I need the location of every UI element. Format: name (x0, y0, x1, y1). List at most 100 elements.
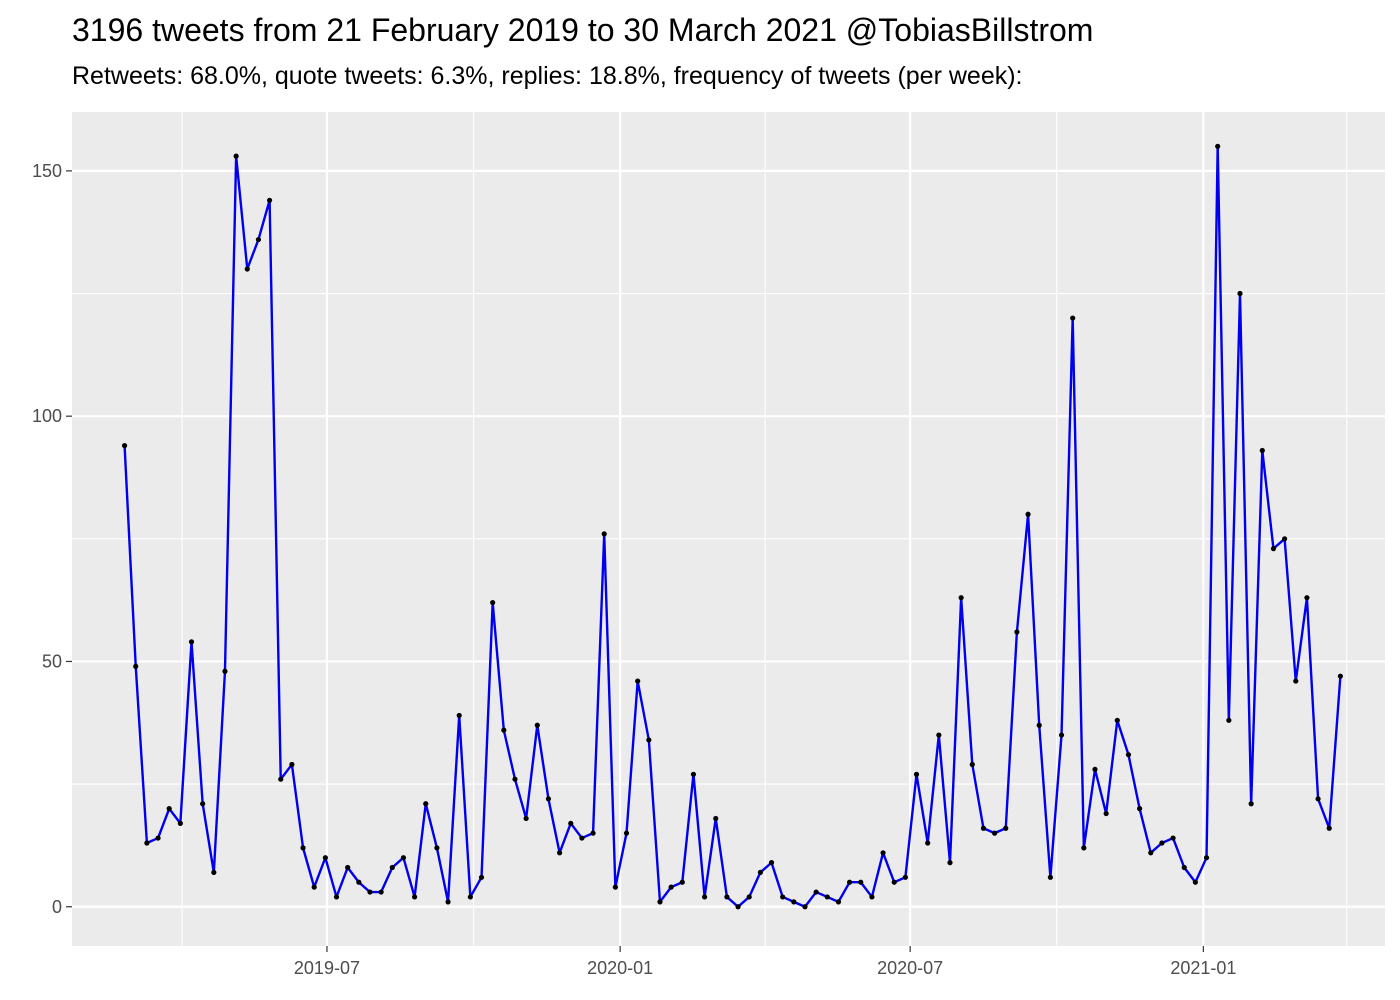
major-gridlines (72, 112, 1385, 946)
data-point (768, 860, 775, 866)
data-point (635, 678, 641, 684)
data-point (1259, 447, 1265, 454)
data-point (1025, 511, 1031, 517)
data-point (1058, 732, 1065, 738)
data-point (367, 889, 373, 895)
data-point (200, 801, 206, 807)
data-point (333, 894, 340, 900)
data-point (847, 879, 853, 885)
data-point (713, 815, 719, 822)
data-point (791, 899, 797, 905)
data-point (1159, 840, 1165, 846)
y-tick-label: 100 (32, 406, 62, 426)
series-line (123, 145, 1342, 908)
data-point (1248, 801, 1254, 807)
series-tweets-per-week (123, 145, 1342, 908)
data-point (668, 884, 674, 890)
data-point (411, 894, 418, 900)
data-point (255, 236, 262, 243)
data-point (612, 884, 618, 890)
data-point (802, 904, 808, 910)
data-point (1036, 722, 1042, 728)
data-point (746, 894, 752, 900)
data-point (233, 153, 239, 159)
data-point (311, 884, 317, 890)
data-point (568, 820, 574, 826)
y-axis: 0 50 100 150 (32, 161, 72, 917)
data-point (389, 864, 395, 871)
data-point (969, 761, 975, 768)
data-point (1192, 879, 1198, 885)
data-point (1226, 717, 1232, 723)
data-point (1125, 752, 1132, 758)
data-point (869, 894, 875, 900)
data-point (1103, 810, 1109, 817)
x-tick-label: 2020-01 (587, 958, 653, 978)
y-tick-label: 50 (42, 651, 62, 671)
data-point (266, 197, 273, 203)
data-point (646, 737, 652, 743)
data-point (992, 830, 998, 836)
data-point (1282, 536, 1288, 542)
data-point (835, 899, 842, 905)
data-point (523, 815, 529, 822)
data-point (501, 727, 507, 733)
data-point (423, 801, 429, 807)
data-point (478, 874, 485, 880)
data-point (155, 835, 161, 841)
data-point (902, 874, 908, 880)
data-point (445, 899, 451, 905)
data-point (222, 668, 228, 674)
data-point (657, 899, 663, 905)
data-point (813, 889, 819, 895)
data-point (735, 904, 741, 910)
data-point (177, 820, 183, 826)
data-point (590, 830, 596, 836)
data-point (322, 855, 328, 861)
data-point (300, 845, 306, 851)
data-point (1170, 835, 1176, 841)
x-tick-label: 2019-07 (294, 958, 360, 978)
data-point (1203, 855, 1210, 861)
data-point (434, 845, 440, 851)
data-point (891, 879, 897, 885)
data-point (244, 266, 250, 272)
data-point (1326, 825, 1332, 831)
data-point (858, 879, 864, 885)
data-point (490, 599, 496, 606)
data-point (1092, 766, 1098, 772)
data-point (467, 894, 473, 900)
data-point (534, 722, 540, 728)
data-point (1047, 874, 1053, 880)
x-tick-label: 2021-01 (1170, 958, 1236, 978)
data-point (1081, 845, 1087, 851)
data-point (1114, 717, 1120, 723)
data-point (356, 879, 362, 885)
data-point (556, 850, 563, 856)
data-point (121, 443, 128, 449)
data-point (545, 796, 552, 802)
data-point (780, 894, 786, 900)
data-point (623, 830, 630, 836)
data-point (724, 894, 730, 900)
data-point (512, 776, 518, 782)
data-point (679, 879, 685, 885)
data-point (345, 864, 351, 871)
data-point (400, 855, 407, 861)
data-point (1181, 864, 1187, 871)
data-point (133, 663, 139, 669)
data-point (456, 712, 462, 719)
data-point (579, 835, 585, 841)
data-point (144, 840, 150, 846)
data-point (958, 595, 964, 601)
chart-subtitle: Retweets: 68.0%, quote tweets: 6.3%, rep… (72, 62, 1023, 90)
data-point (690, 771, 697, 777)
data-point (1293, 678, 1299, 684)
data-point (1003, 825, 1009, 831)
data-point (1070, 315, 1076, 321)
data-point (1304, 595, 1310, 601)
data-point (166, 806, 172, 812)
plot-panel (72, 112, 1385, 946)
data-point (1014, 629, 1020, 635)
